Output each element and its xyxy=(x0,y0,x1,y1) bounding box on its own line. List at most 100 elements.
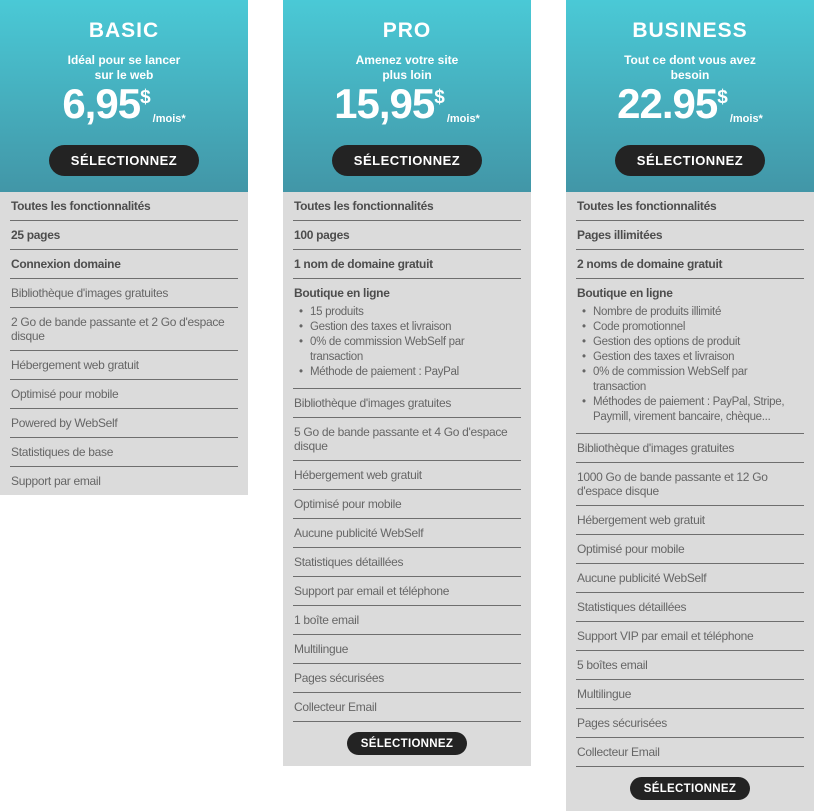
price-currency: $ xyxy=(140,87,151,108)
feature-label: 100 pages xyxy=(294,228,350,242)
feature-row: 1 nom de domaine gratuit xyxy=(293,250,521,279)
plan-price: 22.95 $ /mois* xyxy=(566,80,814,127)
plan-title: BASIC xyxy=(88,19,160,42)
feature-row: Pages sécurisées xyxy=(293,664,521,693)
feature-row: Multilingue xyxy=(576,680,804,709)
plan-tagline-line1: Amenez votre site xyxy=(355,53,459,67)
feature-label: Boutique en ligne xyxy=(577,286,673,300)
plan-price: 6,95 $ /mois* xyxy=(0,83,248,126)
feature-row: Bibliothèque d'images gratuites xyxy=(293,389,521,418)
plan-tagline: Idéal pour se lancer sur le web xyxy=(0,53,248,83)
feature-label: Collecteur Email xyxy=(577,745,660,759)
feature-row: Hébergement web gratuit xyxy=(576,506,804,535)
plan-pro: PRO Amenez votre site plus loin 15,95 $ … xyxy=(283,0,531,766)
plan-tagline: Amenez votre site plus loin xyxy=(283,53,531,83)
feature-row: Connexion domaine xyxy=(10,250,238,279)
feature-row: 2 noms de domaine gratuit xyxy=(576,250,804,279)
price-period: /mois* xyxy=(152,113,186,125)
feature-row: Statistiques de base xyxy=(10,438,238,467)
feature-label: Pages sécurisées xyxy=(577,716,667,730)
feature-bullet: 15 produits xyxy=(298,305,520,320)
feature-bullet-list: 15 produitsGestion des taxes et livraiso… xyxy=(294,305,520,380)
feature-row: Statistiques détaillées xyxy=(293,548,521,577)
feature-bullet: Nombre de produits illimité xyxy=(581,305,803,320)
plan-footer: SÉLECTIONNEZ xyxy=(566,767,814,811)
feature-label: Pages sécurisées xyxy=(294,671,384,685)
select-button-bottom[interactable]: SÉLECTIONNEZ xyxy=(346,732,468,755)
feature-label: Hébergement web gratuit xyxy=(11,358,139,372)
feature-row: Collecteur Email xyxy=(576,738,804,767)
feature-bullet: Méthodes de paiement : PayPal, Stripe, P… xyxy=(581,395,803,425)
select-button-bottom[interactable]: SÉLECTIONNEZ xyxy=(629,777,751,800)
plan-title: PRO xyxy=(382,19,432,42)
feature-row: 1 boîte email xyxy=(293,606,521,635)
feature-bullet: 0% de commission WebSelf par transaction xyxy=(581,365,803,395)
plan-feature-list: Toutes les fonctionnalités Pages illimité… xyxy=(566,192,814,767)
feature-label: Toutes les fonctionnalités xyxy=(577,199,717,213)
feature-label: Bibliothèque d'images gratuites xyxy=(294,396,452,410)
plan-feature-list: Toutes les fonctionnalités 100 pages 1 nom… xyxy=(283,192,531,722)
feature-label: 25 pages xyxy=(11,228,60,242)
feature-row: Toutes les fonctionnalités xyxy=(10,192,238,221)
feature-label: Boutique en ligne xyxy=(294,286,390,300)
feature-row: Boutique en ligne 15 produitsGestion des … xyxy=(293,279,521,389)
feature-row: Support VIP par email et téléphone xyxy=(576,622,804,651)
feature-row: Toutes les fonctionnalités xyxy=(576,192,804,221)
feature-label: Support VIP par email et téléphone xyxy=(577,629,754,643)
feature-row: 5 boîtes email xyxy=(576,651,804,680)
plan-tagline-line1: Idéal pour se lancer xyxy=(67,53,181,67)
price-currency: $ xyxy=(717,87,728,108)
price-period: /mois* xyxy=(729,113,763,125)
feature-label: Bibliothèque d'images gratuites xyxy=(577,441,735,455)
plan-tagline-line2: besoin xyxy=(670,68,710,82)
feature-label: Optimisé pour mobile xyxy=(294,497,402,511)
feature-label: 1 nom de domaine gratuit xyxy=(294,257,433,271)
feature-label: Multilingue xyxy=(294,642,349,656)
feature-label: Pages illimitées xyxy=(577,228,663,242)
feature-bullet: Gestion des taxes et livraison xyxy=(581,350,803,365)
feature-bullet: Code promotionnel xyxy=(581,320,803,335)
feature-label: Aucune publicité WebSelf xyxy=(577,571,707,585)
feature-label: 2 noms de domaine gratuit xyxy=(577,257,723,271)
feature-row: Aucune publicité WebSelf xyxy=(576,564,804,593)
plan-tagline-line1: Tout ce dont vous avez xyxy=(624,53,756,67)
feature-row: Bibliothèque d'images gratuites xyxy=(576,434,804,463)
feature-label: Toutes les fonctionnalités xyxy=(11,199,151,213)
feature-label: Connexion domaine xyxy=(11,257,121,271)
price-period: /mois* xyxy=(446,113,480,125)
plan-tagline: Tout ce dont vous avez besoin xyxy=(566,53,814,83)
feature-row: 25 pages xyxy=(10,221,238,250)
price-amount: 22.95 xyxy=(617,80,718,127)
plan-tagline-line2: plus loin xyxy=(382,68,432,82)
feature-label: Collecteur Email xyxy=(294,700,377,714)
feature-label: Toutes les fonctionnalités xyxy=(294,199,434,213)
plan-header: PRO Amenez votre site plus loin 15,95 $ … xyxy=(283,0,531,192)
feature-bullet: Gestion des taxes et livraison xyxy=(298,320,520,335)
feature-label: 2 Go de bande passante et 2 Go d'espace … xyxy=(11,315,225,343)
feature-label: 5 Go de bande passante et 4 Go d'espace … xyxy=(294,425,508,453)
feature-row: Pages sécurisées xyxy=(576,709,804,738)
feature-label: 1 boîte email xyxy=(294,613,359,627)
plan-business: BUSINESS Tout ce dont vous avez besoin 2… xyxy=(566,0,814,811)
price-currency: $ xyxy=(434,87,445,108)
feature-row: 100 pages xyxy=(293,221,521,250)
feature-label: Support par email et téléphone xyxy=(294,584,450,598)
feature-row: Support par email et téléphone xyxy=(293,577,521,606)
select-button-top[interactable]: SÉLECTIONNEZ xyxy=(331,145,483,176)
feature-row: Optimisé pour mobile xyxy=(576,535,804,564)
feature-row: Collecteur Email xyxy=(293,693,521,722)
feature-row: Toutes les fonctionnalités xyxy=(293,192,521,221)
feature-bullet-list: Nombre de produits illimitéCode promotio… xyxy=(577,305,803,425)
feature-label: Multilingue xyxy=(577,687,632,701)
select-button-top[interactable]: SÉLECTIONNEZ xyxy=(48,145,200,176)
feature-label: Optimisé pour mobile xyxy=(577,542,685,556)
plan-title: BUSINESS xyxy=(632,19,748,42)
feature-label: Support par email xyxy=(11,474,101,488)
feature-label: Hébergement web gratuit xyxy=(294,468,422,482)
select-button-top[interactable]: SÉLECTIONNEZ xyxy=(614,145,766,176)
feature-row: Hébergement web gratuit xyxy=(293,461,521,490)
plan-basic: BASIC Idéal pour se lancer sur le web 6,… xyxy=(0,0,248,495)
feature-label: Aucune publicité WebSelf xyxy=(294,526,424,540)
feature-row: 1000 Go de bande passante et 12 Go d'esp… xyxy=(576,463,804,506)
